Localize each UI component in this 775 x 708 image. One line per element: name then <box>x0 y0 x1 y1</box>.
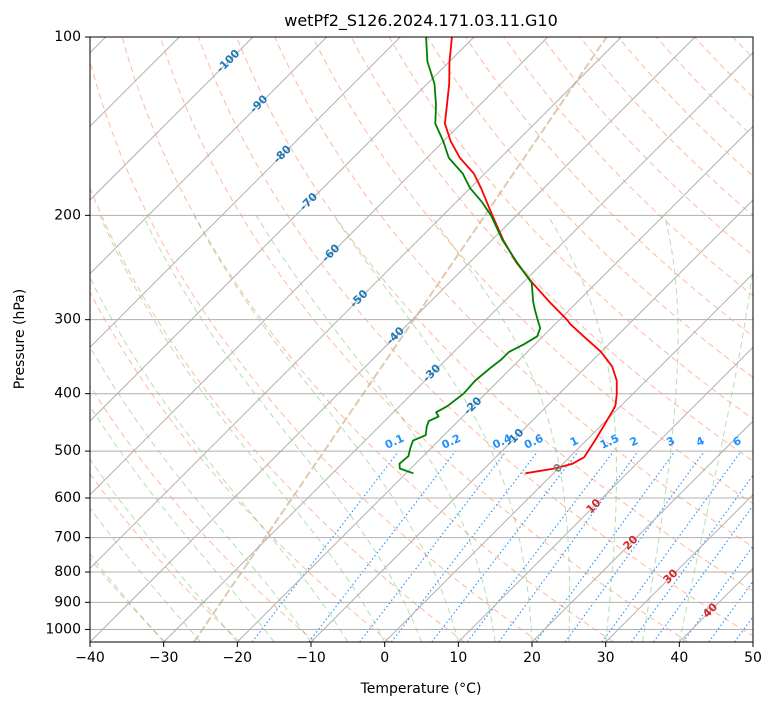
isotherm-gridline <box>90 37 401 349</box>
moist-adiabat-line <box>678 264 753 642</box>
mixing-ratio-line <box>601 450 742 642</box>
dry-adiabat-line <box>90 384 316 642</box>
saturation-curve <box>193 37 608 642</box>
y-tick-label: 900 <box>54 594 81 610</box>
mixing-ratio-line <box>308 450 456 642</box>
x-tick-label: 10 <box>449 650 467 666</box>
isotherm-gridline <box>90 37 622 570</box>
isotherm-gridline <box>90 37 254 201</box>
moist-adiabat-line <box>430 215 571 642</box>
mixing-ratio-line <box>359 450 507 642</box>
y-tick-label: 400 <box>54 386 81 402</box>
moist-adiabat-line <box>333 215 533 642</box>
background-lines <box>90 37 753 642</box>
x-tick-label: 0 <box>380 650 389 666</box>
x-tick-label: −40 <box>75 650 105 666</box>
y-tick-label: 500 <box>54 443 81 459</box>
x-tick-label: −10 <box>296 650 326 666</box>
moist-adiabat-line <box>90 458 238 642</box>
mixing-ratio-line <box>390 450 539 642</box>
isotherm-gridline <box>310 199 753 642</box>
isotherm-gridline <box>531 420 753 642</box>
y-axis-label: Pressure (hPa) <box>12 289 28 389</box>
y-tick-label: 100 <box>54 29 81 45</box>
moist-adiabat-line <box>90 276 349 642</box>
dry-adiabat-line <box>121 37 614 642</box>
y-tick-label: 200 <box>54 207 81 223</box>
mixing-ratio-line <box>251 450 400 642</box>
y-axis: 1000 900 800 700 600 500 400 300 200 100 <box>45 29 90 637</box>
isotherm-gridline <box>605 493 753 642</box>
mixing-ratio-line <box>564 450 705 642</box>
moist-adiabat-line <box>193 215 459 642</box>
mixing-ratio-line <box>498 450 639 642</box>
moist-adiabat-line <box>142 215 422 642</box>
x-axis: −40 −30 −20 −10 0 10 20 30 40 50 <box>75 642 762 666</box>
mixing-ratio-line <box>535 450 676 642</box>
x-tick-label: −20 <box>223 650 253 666</box>
dry-adiabat-line <box>90 186 465 642</box>
isotherm-gridline <box>163 51 753 642</box>
moist-adiabat-line <box>90 346 312 642</box>
isotherm-gridline <box>90 37 328 275</box>
profile-line <box>398 37 542 475</box>
moist-adiabat-line <box>90 405 275 642</box>
isotherm-gridline <box>90 37 696 642</box>
isotherm-gridline <box>457 346 753 642</box>
dry-adiabat-line <box>426 37 753 378</box>
y-tick-label: 600 <box>54 490 81 506</box>
profile-line <box>444 37 618 475</box>
dry-adiabat-line <box>90 291 390 642</box>
y-tick-label: 1000 <box>45 621 81 637</box>
x-tick-label: 30 <box>597 650 615 666</box>
dry-adiabat-line <box>236 37 753 592</box>
x-tick-label: 20 <box>523 650 541 666</box>
mixing-ratio-line <box>431 450 579 642</box>
x-tick-label: 40 <box>670 650 688 666</box>
dry-adiabat-line <box>503 37 753 297</box>
x-axis-label: Temperature (°C) <box>360 681 482 697</box>
dry-adiabat-line <box>388 37 753 420</box>
dry-adiabat-line <box>274 37 753 548</box>
isotherm-gridline <box>236 125 753 642</box>
isotherm-gridline <box>90 37 475 422</box>
mixing-ratio-line <box>466 450 615 642</box>
plot-frame <box>89 36 754 643</box>
y-tick-label: 300 <box>54 312 81 328</box>
isotherm-gridline <box>384 272 753 642</box>
dry-adiabat-line <box>159 37 689 642</box>
grid-lines <box>90 37 753 642</box>
x-tick-label: 50 <box>744 650 762 666</box>
dry-adiabat-line <box>312 37 753 505</box>
moist-adiabat-line <box>99 215 386 642</box>
dry-adiabat-line <box>90 59 540 642</box>
dry-adiabat-line <box>617 37 753 177</box>
profile-lines <box>398 37 618 475</box>
isotherm-gridline <box>90 37 549 496</box>
chart-title: wetPf2_S126.2024.171.03.11.G10 <box>284 11 558 31</box>
dry-adiabat-line <box>198 37 753 637</box>
moist-adiabat-line <box>547 215 617 642</box>
mixing-ratio-line <box>630 474 753 642</box>
moist-adiabat-line <box>642 215 679 642</box>
y-tick-label: 800 <box>54 564 81 580</box>
x-tick-label: −30 <box>149 650 179 666</box>
y-tick-label: 700 <box>54 530 81 546</box>
